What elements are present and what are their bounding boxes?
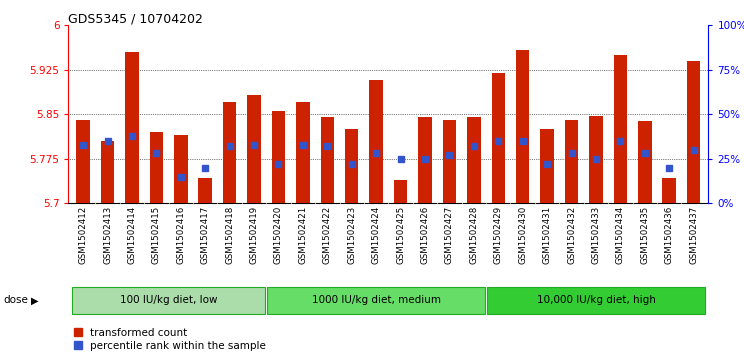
Text: GSM1502414: GSM1502414 [127, 206, 136, 264]
Text: GSM1502437: GSM1502437 [689, 206, 698, 264]
Bar [272, 111, 285, 203]
Bar [418, 117, 432, 203]
Text: ▶: ▶ [31, 295, 39, 305]
Bar [150, 132, 163, 203]
Text: GSM1502424: GSM1502424 [372, 206, 381, 264]
FancyBboxPatch shape [72, 287, 265, 314]
Bar [247, 95, 260, 203]
Text: GSM1502427: GSM1502427 [445, 206, 454, 264]
Bar [565, 120, 578, 203]
Bar [77, 120, 90, 203]
Bar [223, 102, 237, 203]
Bar [662, 178, 676, 203]
Bar [492, 73, 505, 203]
Bar [638, 122, 652, 203]
FancyBboxPatch shape [487, 287, 705, 314]
Text: 10,000 IU/kg diet, high: 10,000 IU/kg diet, high [536, 295, 655, 305]
Text: GSM1502413: GSM1502413 [103, 206, 112, 264]
FancyBboxPatch shape [268, 287, 485, 314]
Bar [174, 135, 187, 203]
Bar [321, 117, 334, 203]
Bar [467, 117, 481, 203]
Text: GSM1502433: GSM1502433 [591, 206, 600, 264]
Bar [540, 129, 554, 203]
Text: GSM1502419: GSM1502419 [249, 206, 259, 264]
Bar [589, 116, 603, 203]
Text: 1000 IU/kg diet, medium: 1000 IU/kg diet, medium [312, 295, 440, 305]
Bar [345, 129, 359, 203]
Text: GSM1502415: GSM1502415 [152, 206, 161, 264]
Text: GSM1502436: GSM1502436 [664, 206, 674, 264]
Bar [199, 178, 212, 203]
Text: GSM1502420: GSM1502420 [274, 206, 283, 264]
Text: GSM1502429: GSM1502429 [494, 206, 503, 264]
Text: GSM1502417: GSM1502417 [201, 206, 210, 264]
Text: GSM1502423: GSM1502423 [347, 206, 356, 264]
Bar [125, 52, 138, 203]
Bar [370, 80, 383, 203]
Text: GSM1502412: GSM1502412 [79, 206, 88, 264]
Bar [687, 61, 700, 203]
Bar [614, 55, 627, 203]
Legend: transformed count, percentile rank within the sample: transformed count, percentile rank withi… [74, 328, 266, 351]
Text: GSM1502430: GSM1502430 [518, 206, 527, 264]
Text: GSM1502416: GSM1502416 [176, 206, 185, 264]
Text: 100 IU/kg diet, low: 100 IU/kg diet, low [120, 295, 217, 305]
Bar [394, 180, 407, 203]
Text: GDS5345 / 10704202: GDS5345 / 10704202 [68, 13, 203, 26]
Bar [516, 50, 530, 203]
Text: GSM1502435: GSM1502435 [641, 206, 650, 264]
Text: GSM1502425: GSM1502425 [396, 206, 405, 264]
Bar [296, 102, 310, 203]
Bar [100, 141, 115, 203]
Text: GSM1502431: GSM1502431 [542, 206, 551, 264]
Text: dose: dose [4, 295, 28, 305]
Text: GSM1502428: GSM1502428 [469, 206, 478, 264]
Text: GSM1502421: GSM1502421 [298, 206, 307, 264]
Text: GSM1502426: GSM1502426 [420, 206, 429, 264]
Text: GSM1502434: GSM1502434 [616, 206, 625, 264]
Bar [443, 120, 456, 203]
Text: GSM1502422: GSM1502422 [323, 206, 332, 264]
Text: GSM1502432: GSM1502432 [567, 206, 576, 264]
Text: GSM1502418: GSM1502418 [225, 206, 234, 264]
